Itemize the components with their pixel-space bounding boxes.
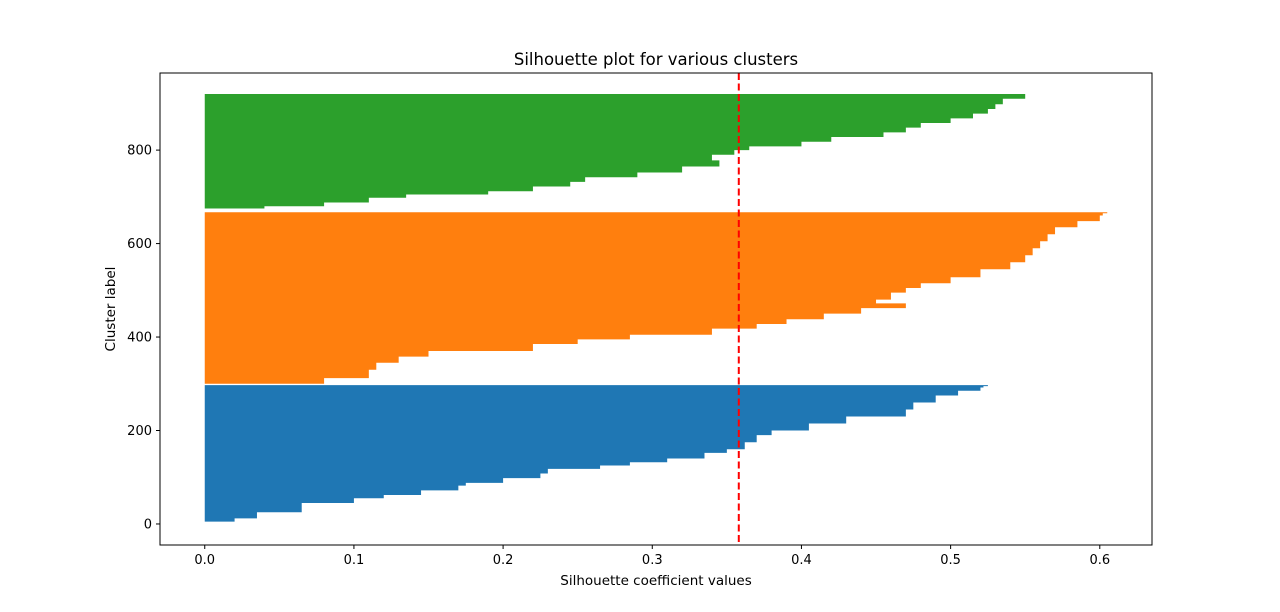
x-tick-label: 0.0: [194, 553, 215, 568]
x-tick-label: 0.4: [791, 553, 812, 568]
plot-frame: [159, 72, 1153, 546]
y-tick-label: 200: [127, 424, 152, 439]
x-tick-label: 0.3: [642, 553, 663, 568]
x-tick-label: 0.6: [1089, 553, 1110, 568]
plot-area: [204, 73, 1108, 545]
axes: 0.0 0.1 0.2 0.3 0.4 0.5 0.6 0 200 400 600 800: [127, 72, 1153, 568]
chart-title: Silhouette plot for various clusters: [514, 50, 798, 69]
x-tick-label: 0.1: [344, 553, 365, 568]
x-tick-label: 0.2: [493, 553, 514, 568]
y-axis-label: Cluster label: [103, 267, 119, 352]
x-tick-label: 0.5: [940, 553, 961, 568]
cluster-band-2: [204, 94, 1026, 211]
y-tick-label: 600: [127, 237, 152, 252]
x-axis-label: Silhouette coefficient values: [560, 573, 752, 589]
cluster-band-0: [204, 385, 988, 524]
cluster-band-1: [204, 212, 1108, 384]
y-tick-label: 800: [127, 144, 152, 159]
y-tick-label: 400: [127, 331, 152, 346]
y-tick-label: 0: [144, 517, 152, 532]
